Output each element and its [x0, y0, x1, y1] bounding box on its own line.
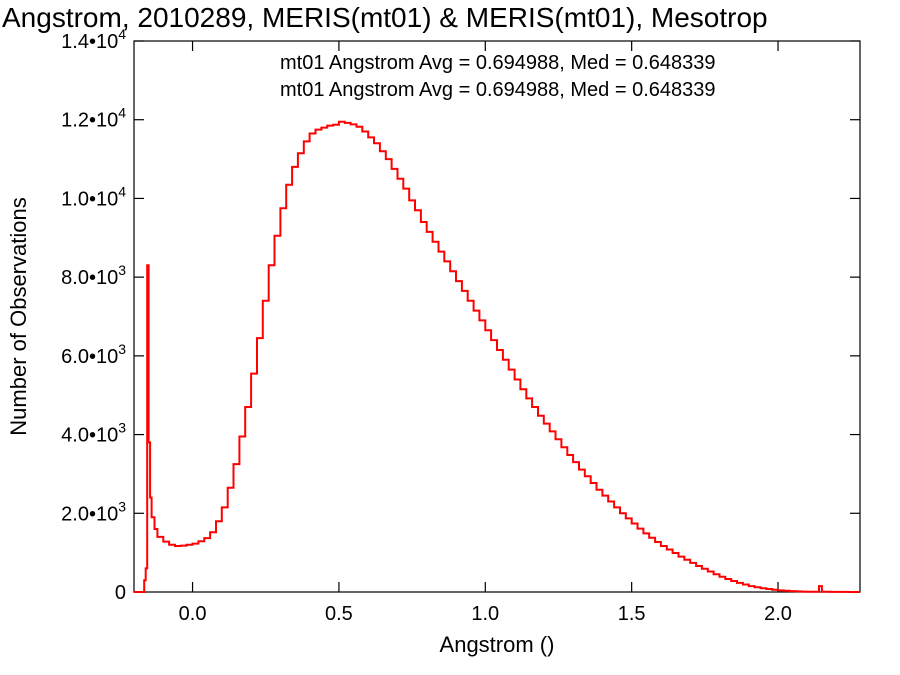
x-tick-label: 2.0	[764, 603, 792, 625]
x-tick-label: 1.0	[471, 603, 499, 625]
y-axis-ticks: 0 2.0•103 4.0•103 6.0•103 8.0•103 1.0•104 1.2•…	[61, 26, 860, 604]
plot-frame	[133, 40, 861, 593]
y-tick-label: 1.0•104	[61, 183, 126, 210]
y-tick-label: 6.0•103	[61, 341, 126, 368]
x-tick-label: 0.0	[179, 603, 207, 625]
y-tick-label: 0	[115, 582, 126, 604]
y-tick-label: 1.4•104	[61, 26, 126, 53]
histogram-series-line	[134, 120, 860, 593]
x-tick-label: 1.5	[618, 603, 646, 625]
annotation-line-2: mt01 Angstrom Avg = 0.694988, Med = 0.64…	[280, 79, 716, 101]
y-tick-label: 2.0•103	[61, 498, 126, 525]
chart-title: Angstrom, 2010289, MERIS(mt01) & MERIS(m…	[2, 2, 768, 33]
y-tick-label: 4.0•103	[61, 420, 126, 447]
x-axis-ticks: 0.0 0.5 1.0 1.5 2.0	[179, 41, 792, 625]
x-tick-label: 0.5	[325, 603, 353, 625]
y-tick-label: 1.2•104	[61, 105, 126, 132]
x-axis-label: Angstrom ()	[440, 632, 555, 657]
annotation-line-1: mt01 Angstrom Avg = 0.694988, Med = 0.64…	[280, 52, 716, 74]
y-tick-label: 8.0•103	[61, 262, 126, 289]
y-axis-label: Number of Observations	[6, 197, 31, 435]
